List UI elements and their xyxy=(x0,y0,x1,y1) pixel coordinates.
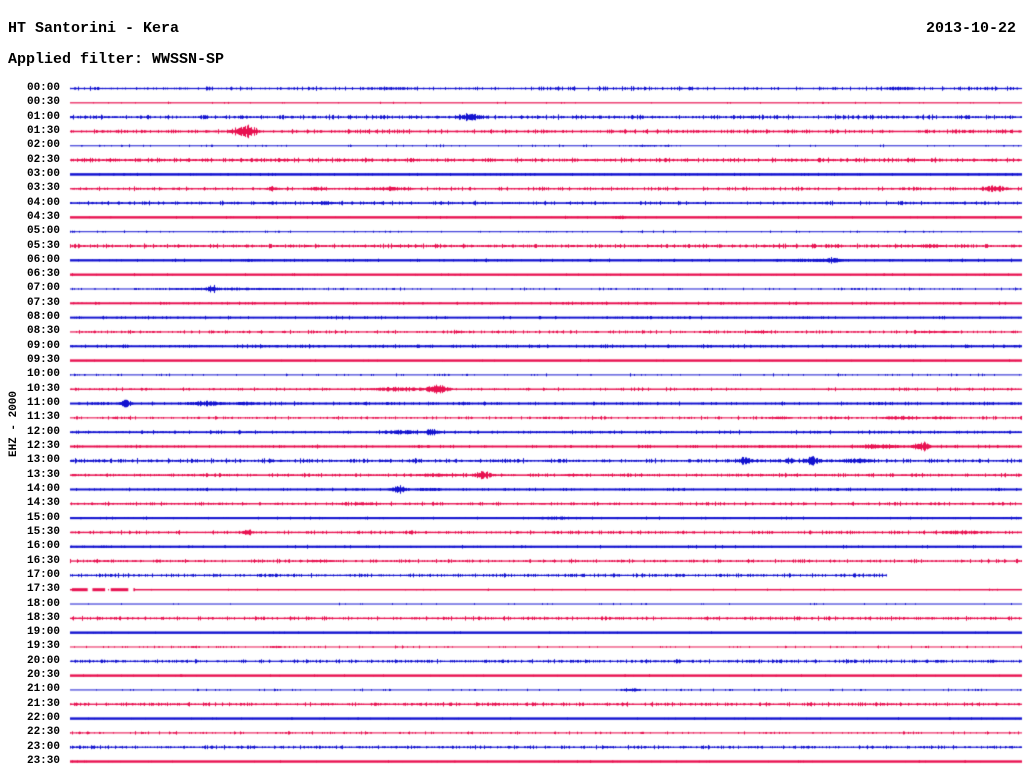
applied-filter-label: Applied filter: WWSSN-SP xyxy=(8,51,225,68)
row-time-label: 09:00 xyxy=(26,339,60,352)
row-time-label: 19:30 xyxy=(26,640,60,653)
row-time-label: 07:30 xyxy=(26,296,60,309)
row-time-label: 16:00 xyxy=(26,540,60,553)
record-date: 2013-10-22 xyxy=(925,20,1016,37)
row-time-label: 06:00 xyxy=(26,253,60,266)
row-time-label: 22:00 xyxy=(26,712,60,725)
row-time-label: 07:00 xyxy=(26,282,60,295)
row-time-label: 16:30 xyxy=(26,554,60,567)
row-time-label: 18:30 xyxy=(26,611,60,624)
row-time-label: 00:00 xyxy=(26,82,60,94)
row-time-label: 12:30 xyxy=(26,440,60,452)
row-time-label: 20:00 xyxy=(26,654,60,667)
row-time-label: 22:30 xyxy=(26,726,60,739)
row-time-label: 05:30 xyxy=(26,239,60,252)
row-time-label: 03:30 xyxy=(26,182,60,195)
row-time-label: 21:30 xyxy=(26,697,60,710)
row-time-label: 13:30 xyxy=(26,468,60,481)
row-time-label: 04:00 xyxy=(26,196,60,209)
row-time-label: 13:00 xyxy=(26,454,60,467)
row-time-label: 23:00 xyxy=(26,740,60,753)
row-time-label: 02:00 xyxy=(26,139,60,152)
row-time-label: 17:30 xyxy=(26,583,60,596)
row-time-label: 11:30 xyxy=(26,411,60,424)
row-time-label: 17:00 xyxy=(26,568,60,581)
row-time-label: 08:00 xyxy=(26,311,60,324)
row-time-label: 14:00 xyxy=(26,482,60,495)
row-time-label: 04:30 xyxy=(26,210,60,223)
row-time-label: 10:30 xyxy=(26,382,60,395)
row-time-label: 11:00 xyxy=(26,397,60,410)
row-time-label: 05:00 xyxy=(26,225,60,238)
row-time-label: 01:00 xyxy=(26,110,60,123)
row-time-label: 08:30 xyxy=(26,325,60,338)
row-time-label: 18:00 xyxy=(26,597,60,610)
row-time-label: 03:00 xyxy=(26,167,60,180)
row-time-label: 01:30 xyxy=(26,124,60,137)
row-time-label: 23:30 xyxy=(26,755,60,768)
row-time-label: 15:00 xyxy=(26,511,60,524)
row-time-label: 10:00 xyxy=(26,368,60,381)
row-time-label: 12:00 xyxy=(26,425,60,438)
row-time-label: 19:00 xyxy=(26,626,60,639)
station-title: HT Santorini - Kera xyxy=(8,20,180,37)
row-time-label: 06:30 xyxy=(26,268,60,281)
row-time-label: 00:30 xyxy=(26,96,60,109)
row-time-label: 15:30 xyxy=(26,525,60,538)
row-time-label: 20:30 xyxy=(26,669,60,682)
row-time-label: 14:30 xyxy=(26,497,60,510)
row-time-label: 02:30 xyxy=(26,153,60,166)
row-time-label: 21:00 xyxy=(26,683,60,696)
row-time-label: 09:30 xyxy=(26,354,60,367)
